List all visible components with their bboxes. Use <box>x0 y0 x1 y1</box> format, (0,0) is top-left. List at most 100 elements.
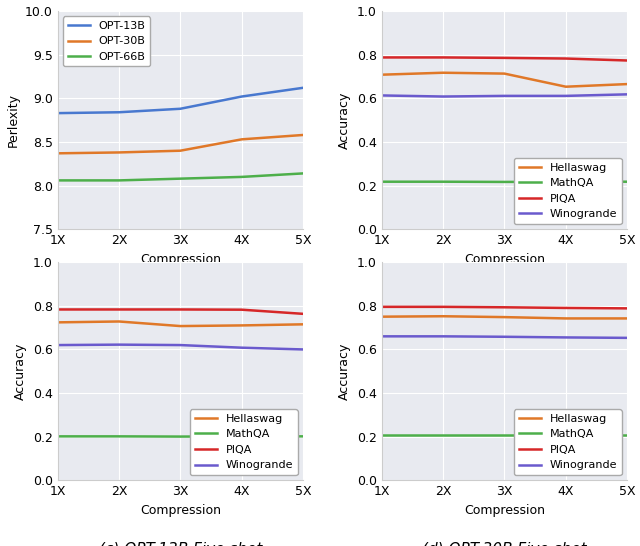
Winogrande <box>300 346 307 353</box>
PIQA <box>238 306 246 313</box>
Winogrande <box>378 333 385 340</box>
Hellaswag <box>115 318 123 325</box>
Hellaswag <box>500 314 508 321</box>
Winogrande <box>177 342 184 348</box>
Hellaswag <box>300 321 307 328</box>
Winogrande <box>54 342 61 348</box>
PIQA <box>115 306 123 313</box>
Hellaswag <box>238 322 246 329</box>
X-axis label: Compression: Compression <box>464 504 545 517</box>
PIQA <box>439 304 447 310</box>
PIQA <box>562 55 570 62</box>
Hellaswag <box>562 84 570 90</box>
MathQA <box>439 431 447 438</box>
OPT-30B <box>300 132 307 138</box>
OPT-13B <box>115 109 123 116</box>
PIQA <box>500 55 508 61</box>
Line: PIQA: PIQA <box>381 307 627 308</box>
MathQA <box>378 431 385 438</box>
OPT-13B <box>300 85 307 91</box>
MathQA <box>300 433 307 440</box>
PIQA <box>439 54 447 61</box>
OPT-30B <box>238 136 246 143</box>
Hellaswag <box>378 313 385 320</box>
PIQA <box>54 306 61 313</box>
X-axis label: Compression: Compression <box>464 253 545 266</box>
Winogrande <box>562 93 570 99</box>
Line: Hellaswag: Hellaswag <box>381 316 627 318</box>
Hellaswag <box>439 313 447 319</box>
Hellaswag <box>439 69 447 76</box>
PIQA <box>300 311 307 317</box>
Winogrande <box>623 335 631 341</box>
Winogrande <box>378 92 385 99</box>
Hellaswag <box>500 70 508 77</box>
Winogrande <box>500 334 508 340</box>
OPT-13B <box>238 93 246 100</box>
Hellaswag <box>623 315 631 322</box>
Line: Winogrande: Winogrande <box>381 94 627 97</box>
MathQA <box>562 179 570 185</box>
OPT-66B <box>54 177 61 183</box>
MathQA <box>177 434 184 440</box>
Text: (b) OPT-6B Five shot: (b) OPT-6B Five shot <box>427 290 582 305</box>
Legend: OPT-13B, OPT-30B, OPT-66B: OPT-13B, OPT-30B, OPT-66B <box>63 16 150 67</box>
Text: (c) OPT-13B Five shot: (c) OPT-13B Five shot <box>99 542 262 546</box>
OPT-30B <box>115 149 123 156</box>
Line: OPT-30B: OPT-30B <box>58 135 303 153</box>
Hellaswag <box>378 72 385 78</box>
Legend: Hellaswag, MathQA, PIQA, Winogrande: Hellaswag, MathQA, PIQA, Winogrande <box>514 158 621 224</box>
MathQA <box>500 179 508 185</box>
Winogrande <box>623 91 631 98</box>
Winogrande <box>500 93 508 99</box>
Line: OPT-66B: OPT-66B <box>58 174 303 180</box>
Line: Hellaswag: Hellaswag <box>58 322 303 326</box>
PIQA <box>623 57 631 64</box>
MathQA <box>623 431 631 438</box>
PIQA <box>177 306 184 313</box>
Y-axis label: Accuracy: Accuracy <box>339 342 351 400</box>
OPT-30B <box>177 147 184 154</box>
OPT-66B <box>115 177 123 183</box>
X-axis label: Compression: Compression <box>140 253 221 266</box>
MathQA <box>378 179 385 185</box>
MathQA <box>623 179 631 185</box>
PIQA <box>623 305 631 312</box>
Legend: Hellaswag, MathQA, PIQA, Winogrande: Hellaswag, MathQA, PIQA, Winogrande <box>190 410 298 475</box>
OPT-66B <box>238 174 246 180</box>
OPT-66B <box>177 175 184 182</box>
Hellaswag <box>623 81 631 87</box>
Winogrande <box>562 334 570 341</box>
PIQA <box>562 305 570 311</box>
Winogrande <box>439 333 447 340</box>
Text: (d) OPT-30B Five shot: (d) OPT-30B Five shot <box>422 542 587 546</box>
PIQA <box>378 304 385 310</box>
X-axis label: Compression: Compression <box>140 504 221 517</box>
Line: Winogrande: Winogrande <box>381 336 627 338</box>
Legend: Hellaswag, MathQA, PIQA, Winogrande: Hellaswag, MathQA, PIQA, Winogrande <box>514 410 621 475</box>
Winogrande <box>115 341 123 348</box>
Line: PIQA: PIQA <box>381 57 627 61</box>
Line: Hellaswag: Hellaswag <box>381 73 627 87</box>
Hellaswag <box>54 319 61 325</box>
MathQA <box>439 179 447 185</box>
OPT-13B <box>54 110 61 116</box>
Text: (a) Language Modeling: (a) Language Modeling <box>93 290 268 305</box>
MathQA <box>54 433 61 440</box>
PIQA <box>500 304 508 311</box>
PIQA <box>378 54 385 61</box>
Winogrande <box>439 93 447 100</box>
Y-axis label: Accuracy: Accuracy <box>14 342 27 400</box>
Hellaswag <box>177 323 184 329</box>
Hellaswag <box>562 315 570 322</box>
MathQA <box>500 431 508 438</box>
OPT-66B <box>300 170 307 177</box>
OPT-30B <box>54 150 61 157</box>
Line: OPT-13B: OPT-13B <box>58 88 303 113</box>
MathQA <box>115 433 123 440</box>
Line: Winogrande: Winogrande <box>58 345 303 349</box>
Y-axis label: Accuracy: Accuracy <box>339 91 351 149</box>
MathQA <box>562 431 570 438</box>
OPT-13B <box>177 105 184 112</box>
Y-axis label: Perlexity: Perlexity <box>6 93 19 147</box>
